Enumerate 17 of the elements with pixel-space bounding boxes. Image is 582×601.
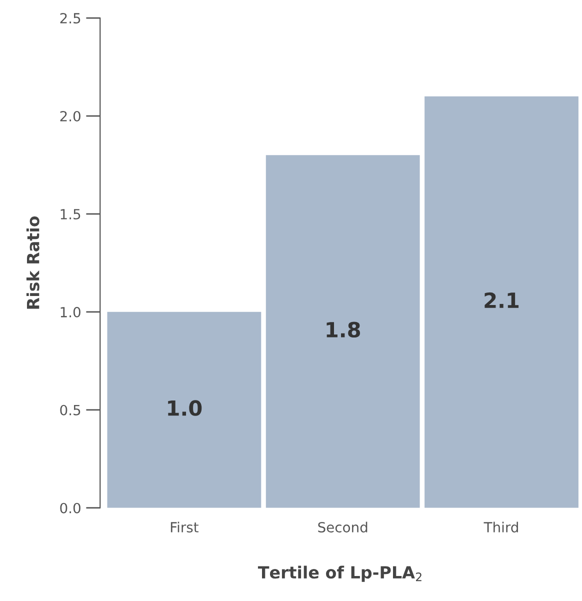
y-tick-label: 1.0 xyxy=(60,306,80,318)
y-axis-title: Risk Ratio xyxy=(26,216,40,309)
y-tick-label: 2.5 xyxy=(60,13,80,24)
x-axis-title: Tertile of Lp-PLA$_{2}$ xyxy=(258,566,422,582)
y-tick-label: 0.0 xyxy=(60,502,80,514)
x-tick-label: Second xyxy=(318,522,368,532)
bar xyxy=(424,96,578,508)
bar xyxy=(266,155,420,508)
x-tick-label: Third xyxy=(484,522,518,532)
y-tick-label: 0.5 xyxy=(60,404,80,416)
x-tick-label: First xyxy=(170,522,198,532)
data-label: 1.0 xyxy=(168,400,202,416)
y-tick-label: 2.0 xyxy=(60,110,80,122)
bar xyxy=(107,312,262,508)
data-label: 2.1 xyxy=(484,292,519,308)
data-label: 1.8 xyxy=(326,322,360,338)
y-tick-label: 1.5 xyxy=(60,209,80,220)
